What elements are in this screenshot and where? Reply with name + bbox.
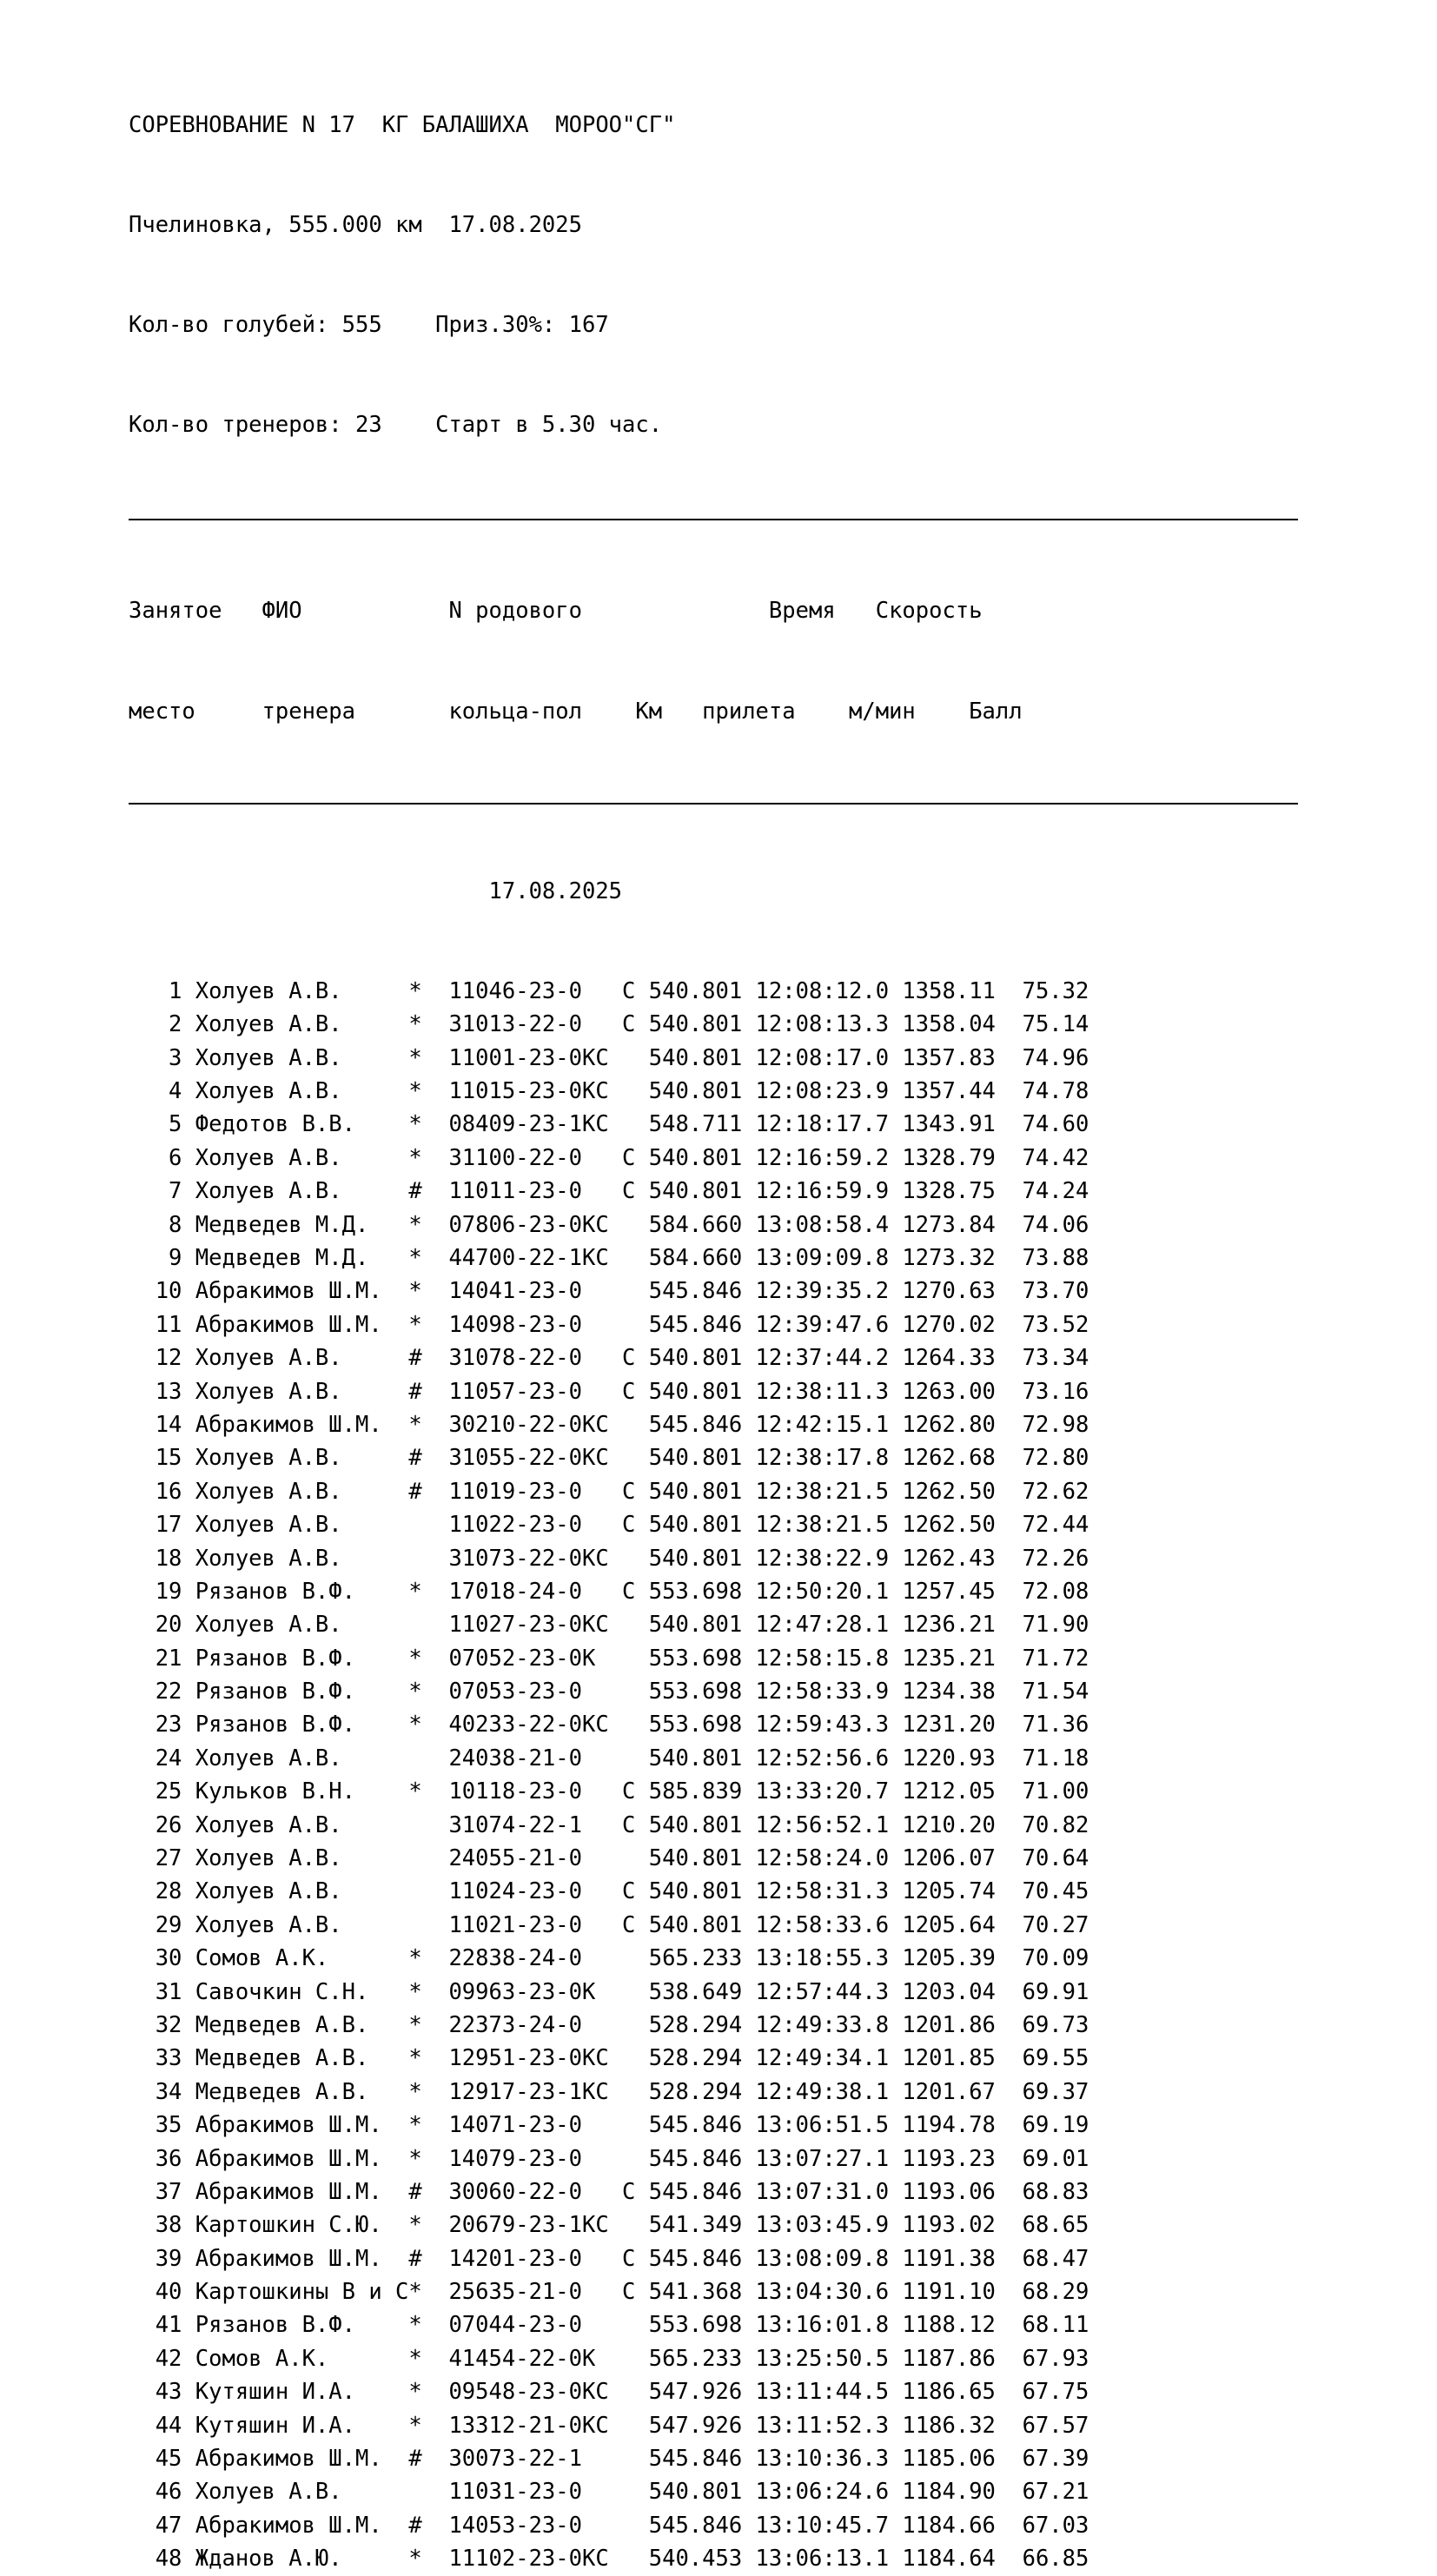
table-row: 35 Абракимов Ш.М. * 14071-23-0 545.846 1…	[129, 2112, 1089, 2139]
table-row: 39 Абракимов Ш.М. # 14201-23-0 С 545.846…	[129, 2245, 1089, 2272]
table-row: 3 Холуев А.В. * 11001-23-0КС 540.801 12:…	[129, 1044, 1089, 1071]
table-row: 29 Холуев А.В. 11021-23-0 С 540.801 12:5…	[129, 1911, 1089, 1938]
table-row: 41 Рязанов В.Ф. * 07044-23-0 553.698 13:…	[129, 2312, 1089, 2339]
table-row: 20 Холуев А.В. 11027-23-0КС 540.801 12:4…	[129, 1612, 1089, 1639]
table-row: 10 Абракимов Ш.М. * 14041-23-0 545.846 1…	[129, 1278, 1089, 1305]
column-headers-row-1: Занятое ФИО N родового Время Скорость	[129, 598, 983, 625]
table-row: 5 Федотов В.В. * 08409-23-1КС 548.711 12…	[129, 1111, 1089, 1138]
table-row: 23 Рязанов В.Ф. * 40233-22-0КС 553.698 1…	[129, 1712, 1089, 1738]
table-row: 22 Рязанов В.Ф. * 07053-23-0 553.698 12:…	[129, 1679, 1089, 1705]
report-header: СОРЕВНОВАНИЕ N 17 КГ БАЛАШИХА МОРОО"СГ" …	[129, 42, 1328, 509]
section-date-band: 17.08.2025	[129, 805, 1328, 975]
table-row: 2 Холуев А.В. * 31013-22-0 С 540.801 12:…	[129, 1011, 1089, 1038]
table-row: 30 Сомов А.К. * 22838-24-0 565.233 13:18…	[129, 1945, 1089, 1972]
results-table-body: 1 Холуев А.В. * 11046-23-0 С 540.801 12:…	[129, 975, 1328, 2576]
table-row: 38 Картошкин С.Ю. * 20679-23-1КС 541.349…	[129, 2212, 1089, 2239]
table-row: 7 Холуев А.В. # 11011-23-0 С 540.801 12:…	[129, 1178, 1089, 1205]
table-row: 31 Савочкин С.Н. * 09963-23-0К 538.649 1…	[129, 1978, 1089, 2005]
table-row: 18 Холуев А.В. 31073-22-0КС 540.801 12:3…	[129, 1545, 1089, 1572]
report-location-line: Пчелиновка, 555.000 км 17.08.2025	[129, 212, 582, 239]
table-row: 16 Холуев А.В. # 11019-23-0 С 540.801 12…	[129, 1478, 1089, 1505]
table-row: 33 Медведев А.В. * 12951-23-0КС 528.294 …	[129, 2045, 1089, 2072]
table-row: 42 Сомов А.К. * 41454-22-0К 565.233 13:2…	[129, 2345, 1089, 2372]
table-row: 11 Абракимов Ш.М. * 14098-23-0 545.846 1…	[129, 1311, 1089, 1338]
table-row: 14 Абракимов Ш.М. * 30210-22-0КС 545.846…	[129, 1411, 1089, 1438]
table-row: 44 Кутяшин И.А. * 13312-21-0КС 547.926 1…	[129, 2412, 1089, 2439]
table-row: 28 Холуев А.В. 11024-23-0 С 540.801 12:5…	[129, 1878, 1089, 1905]
report-title-line: СОРЕВНОВАНИЕ N 17 КГ БАЛАШИХА МОРОО"СГ"	[129, 111, 676, 138]
table-column-headers: Занятое ФИО N родового Время Скорость ме…	[129, 528, 1328, 795]
table-row: 6 Холуев А.В. * 31100-22-0 С 540.801 12:…	[129, 1144, 1089, 1171]
report-pigeon-counts-line: Кол-во голубей: 555 Приз.30%: 167	[129, 312, 609, 339]
table-row: 24 Холуев А.В. 24038-21-0 540.801 12:52:…	[129, 1745, 1089, 1771]
column-headers-row-2: место тренера кольца-пол Км прилета м/ми…	[129, 698, 1023, 725]
table-row: 1 Холуев А.В. * 11046-23-0 С 540.801 12:…	[129, 977, 1089, 1004]
table-row: 25 Кульков В.Н. * 10118-23-0 С 585.839 1…	[129, 1778, 1089, 1805]
table-row: 46 Холуев А.В. 11031-23-0 540.801 13:06:…	[129, 2479, 1089, 2506]
table-row: 8 Медведев М.Д. * 07806-23-0КС 584.660 1…	[129, 1211, 1089, 1238]
table-row: 15 Холуев А.В. # 31055-22-0КС 540.801 12…	[129, 1445, 1089, 1472]
header-divider-top	[129, 518, 1298, 520]
table-row: 43 Кутяшин И.А. * 09548-23-0КС 547.926 1…	[129, 2379, 1089, 2406]
table-row: 21 Рязанов В.Ф. * 07052-23-0К 553.698 12…	[129, 1645, 1089, 1672]
report-trainer-counts-line: Кол-во тренеров: 23 Старт в 5.30 час.	[129, 412, 663, 439]
table-row: 12 Холуев А.В. # 31078-22-0 С 540.801 12…	[129, 1345, 1089, 1372]
table-row: 17 Холуев А.В. 11022-23-0 С 540.801 12:3…	[129, 1512, 1089, 1539]
table-row: 37 Абракимов Ш.М. # 30060-22-0 С 545.846…	[129, 2178, 1089, 2205]
section-date-label: 17.08.2025	[129, 877, 623, 904]
table-row: 27 Холуев А.В. 24055-21-0 540.801 12:58:…	[129, 1845, 1089, 1872]
table-row: 48 Жданов А.Ю. * 11102-23-0КС 540.453 13…	[129, 2546, 1089, 2573]
table-row: 13 Холуев А.В. # 11057-23-0 С 540.801 12…	[129, 1378, 1089, 1405]
table-row: 40 Картошкины В и С* 25635-21-0 С 541.36…	[129, 2279, 1089, 2306]
table-row: 47 Абракимов Ш.М. # 14053-23-0 545.846 1…	[129, 2512, 1089, 2539]
report-sheet: СОРЕВНОВАНИЕ N 17 КГ БАЛАШИХА МОРОО"СГ" …	[129, 42, 1328, 2576]
table-row: 34 Медведев А.В. * 12917-23-1КС 528.294 …	[129, 2078, 1089, 2105]
table-row: 45 Абракимов Ш.М. # 30073-22-1 545.846 1…	[129, 2446, 1089, 2473]
table-row: 32 Медведев А.В. * 22373-24-0 528.294 12…	[129, 2011, 1089, 2038]
table-row: 36 Абракимов Ш.М. * 14079-23-0 545.846 1…	[129, 2145, 1089, 2172]
table-row: 26 Холуев А.В. 31074-22-1 С 540.801 12:5…	[129, 1811, 1089, 1838]
header-divider-bottom	[129, 802, 1298, 805]
results-report-page: СОРЕВНОВАНИЕ N 17 КГ БАЛАШИХА МОРОО"СГ" …	[129, 112, 1298, 2572]
table-row: 19 Рязанов В.Ф. * 17018-24-0 С 553.698 1…	[129, 1578, 1089, 1605]
table-row: 4 Холуев А.В. * 11015-23-0КС 540.801 12:…	[129, 1078, 1089, 1105]
table-row: 9 Медведев М.Д. * 44700-22-1КС 584.660 1…	[129, 1244, 1089, 1271]
